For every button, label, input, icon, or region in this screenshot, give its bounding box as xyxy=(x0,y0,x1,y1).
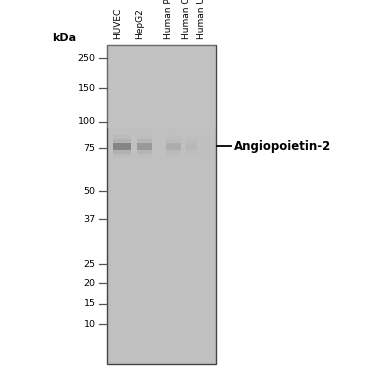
Bar xyxy=(107,45,216,364)
Bar xyxy=(201,139,210,146)
Bar xyxy=(201,147,210,154)
Bar xyxy=(166,147,181,154)
Text: 75: 75 xyxy=(84,144,96,153)
Bar xyxy=(137,139,152,146)
Bar xyxy=(113,135,131,142)
Bar xyxy=(166,150,181,157)
Text: Human Ovary: Human Ovary xyxy=(182,0,191,39)
Text: 20: 20 xyxy=(84,279,96,288)
Text: Human Placenta: Human Placenta xyxy=(164,0,173,39)
Bar xyxy=(166,135,181,142)
Text: 37: 37 xyxy=(84,215,96,224)
Bar xyxy=(113,150,131,157)
Bar xyxy=(113,147,131,154)
Bar xyxy=(186,147,197,154)
Text: 100: 100 xyxy=(78,117,96,126)
Text: HUVEC: HUVEC xyxy=(113,8,122,39)
Bar xyxy=(113,143,131,150)
Text: 15: 15 xyxy=(84,299,96,308)
Text: 250: 250 xyxy=(78,54,96,63)
Bar xyxy=(137,150,152,157)
Text: 150: 150 xyxy=(78,84,96,93)
Text: 25: 25 xyxy=(84,260,96,269)
Bar xyxy=(137,143,152,150)
Text: HepG2: HepG2 xyxy=(135,9,144,39)
Bar xyxy=(137,147,152,154)
Bar xyxy=(186,143,197,150)
Bar xyxy=(201,135,210,142)
Text: Angiopoietin-2: Angiopoietin-2 xyxy=(234,140,332,153)
Bar xyxy=(107,45,216,128)
Text: kDa: kDa xyxy=(52,33,76,43)
Bar xyxy=(186,150,197,157)
Bar xyxy=(113,139,131,146)
Bar xyxy=(201,143,210,150)
Bar xyxy=(186,135,197,142)
Bar xyxy=(166,139,181,146)
Bar xyxy=(186,139,197,146)
Text: 10: 10 xyxy=(84,320,96,329)
Text: 50: 50 xyxy=(84,187,96,196)
Bar xyxy=(166,143,181,150)
Bar xyxy=(201,150,210,157)
Bar xyxy=(137,135,152,142)
Text: Human Uterus: Human Uterus xyxy=(196,0,206,39)
